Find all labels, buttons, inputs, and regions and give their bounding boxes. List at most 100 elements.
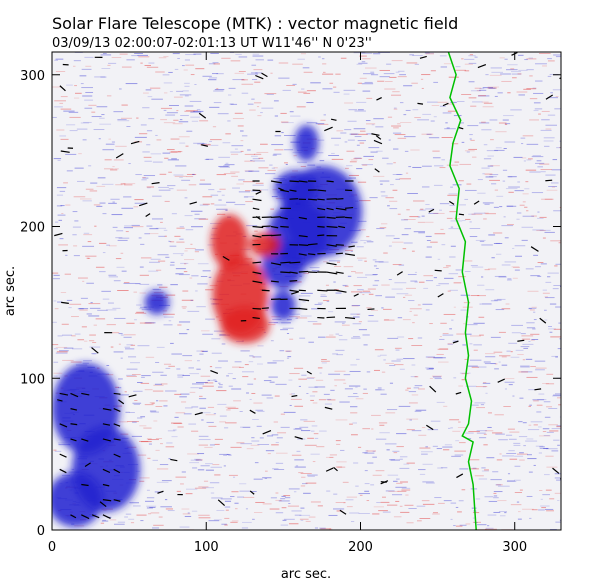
field-vector (81, 438, 89, 442)
y-tick-label: 0 (37, 524, 45, 539)
field-vector (396, 271, 403, 276)
positive-field-region (210, 214, 248, 269)
field-vector (326, 216, 336, 219)
field-vector (57, 399, 63, 402)
field-vector (280, 271, 291, 274)
field-vector (54, 232, 63, 237)
field-vector (345, 206, 354, 209)
field-vector (102, 408, 112, 411)
field-vector (539, 317, 547, 324)
field-vector (102, 499, 112, 502)
field-vector (118, 399, 125, 405)
field-vector (91, 514, 100, 519)
field-vector (113, 392, 121, 395)
field-vector (84, 462, 91, 467)
field-vector (151, 182, 160, 185)
field-vector (307, 253, 316, 256)
y-axis-label: arc sec. (3, 266, 18, 316)
field-vector (426, 424, 434, 431)
field-vector (353, 293, 359, 297)
field-vector (270, 262, 282, 266)
field-vector (113, 453, 121, 458)
field-vector (145, 213, 151, 218)
field-vector (344, 253, 355, 256)
field-vector (59, 392, 69, 396)
field-vector (289, 261, 301, 264)
field-vector (249, 490, 255, 495)
field-vector (289, 279, 298, 282)
field-vector (81, 514, 90, 520)
field-vector (198, 112, 207, 119)
field-vector (61, 301, 69, 304)
field-vector (261, 307, 269, 310)
chart-subtitle: 03/09/13 02:00:07-02:01:13 UT W11'46'' N… (52, 36, 372, 51)
field-vector (252, 316, 260, 320)
field-vector (59, 423, 68, 428)
field-vector (270, 216, 281, 219)
field-vector (434, 269, 442, 272)
plot-area (52, 52, 561, 530)
x-axis: 0 100 200 300 (48, 52, 527, 555)
field-vector (102, 468, 111, 474)
positive-field-region (249, 232, 281, 257)
field-vector (270, 225, 279, 229)
field-vector (345, 216, 353, 219)
field-vector (325, 467, 334, 472)
field-vector (448, 200, 455, 205)
field-vector (552, 467, 560, 474)
field-vector (113, 468, 121, 474)
negative-field-region (52, 472, 103, 527)
field-vector (326, 225, 338, 228)
field-vector (374, 168, 380, 173)
field-vector (252, 307, 262, 310)
x-tick-label: 100 (194, 540, 219, 555)
field-vector (252, 198, 262, 202)
vector-arrows (54, 52, 561, 520)
field-vector (307, 198, 317, 201)
field-vector (371, 133, 380, 136)
field-vector (330, 118, 337, 121)
negative-field-region (274, 170, 318, 207)
field-vector (280, 225, 289, 228)
chart-title: Solar Flare Telescope (MTK) : vector mag… (52, 14, 458, 33)
field-vector (298, 180, 308, 183)
field-vector (419, 55, 427, 59)
field-vector (298, 270, 309, 273)
field-vector (289, 189, 297, 192)
field-vector (222, 255, 230, 261)
field-vector (249, 409, 256, 414)
field-vector (252, 261, 262, 264)
field-vector (255, 190, 262, 195)
field-vector (477, 63, 487, 69)
field-vector (128, 394, 137, 398)
field-vector (298, 307, 308, 310)
field-vector (317, 225, 325, 228)
field-vector (455, 391, 462, 395)
field-vector (497, 378, 505, 383)
y-tick-label: 200 (20, 221, 45, 236)
field-vector (210, 370, 219, 375)
field-vector (60, 150, 70, 153)
field-vector (255, 216, 261, 221)
field-vector (278, 187, 285, 192)
field-vector (317, 289, 328, 292)
field-vector (335, 198, 344, 200)
field-vector (170, 458, 178, 462)
field-vector (280, 261, 291, 264)
y-axis: 0 100 200 300 (20, 69, 561, 539)
field-vector (317, 234, 325, 237)
field-regions (52, 124, 363, 527)
field-vector (59, 85, 66, 92)
field-vector (291, 291, 299, 295)
field-vector (291, 394, 298, 398)
field-vector (339, 509, 347, 515)
field-vector (270, 180, 282, 184)
field-vector (70, 514, 77, 519)
field-vector (59, 468, 67, 474)
field-vector (335, 271, 344, 274)
field-vector (252, 271, 262, 275)
y-tick-label: 300 (20, 69, 45, 84)
x-axis-label: arc sec. (281, 567, 331, 582)
field-vector (333, 466, 338, 472)
